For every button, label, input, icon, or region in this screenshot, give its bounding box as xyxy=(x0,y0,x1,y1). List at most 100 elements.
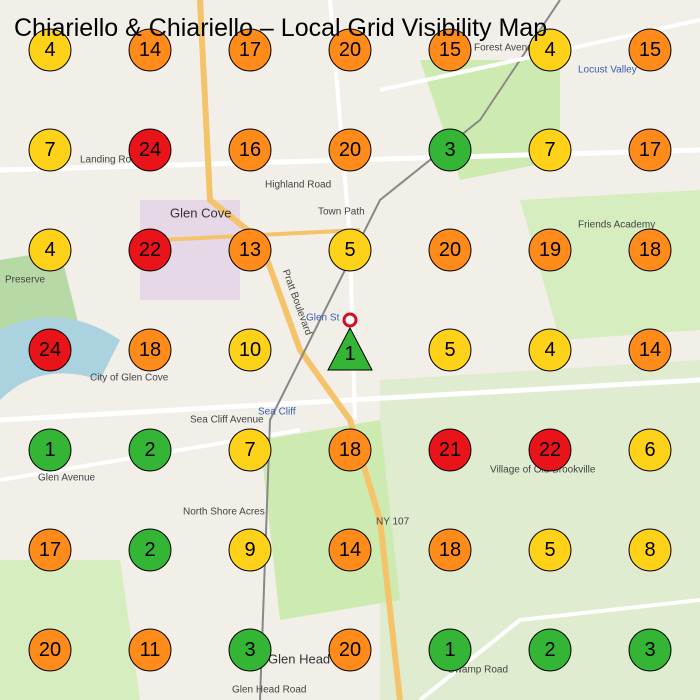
map-label: Landing Road xyxy=(80,155,142,166)
grid-marker xyxy=(228,128,272,172)
grid-value: 19 xyxy=(539,239,561,261)
grid-marker xyxy=(428,628,472,672)
map-label: Forest Avenue xyxy=(474,43,539,54)
grid-marker xyxy=(528,628,572,672)
grid-value: 22 xyxy=(139,239,161,261)
grid-marker xyxy=(628,628,672,672)
grid-value: 2 xyxy=(144,539,155,561)
grid-marker xyxy=(528,28,572,72)
grid-marker xyxy=(628,128,672,172)
grid-value: 20 xyxy=(339,39,361,61)
grid-marker xyxy=(428,528,472,572)
grid-value: 8 xyxy=(644,539,655,561)
grid-value: 14 xyxy=(139,39,161,61)
map-label: Glen Avenue xyxy=(38,473,96,484)
grid-marker xyxy=(228,628,272,672)
map-label: Locust Valley xyxy=(578,65,637,76)
grid-marker xyxy=(628,28,672,72)
grid-value: 22 xyxy=(539,439,561,461)
grid-value: 21 xyxy=(439,439,461,461)
grid-marker xyxy=(28,328,72,372)
grid-value: 20 xyxy=(339,139,361,161)
grid-value: 18 xyxy=(339,439,361,461)
grid-value: 1 xyxy=(444,639,455,661)
grid-marker xyxy=(128,428,172,472)
grid-marker xyxy=(328,28,372,72)
grid-value: 18 xyxy=(639,239,661,261)
grid-value: 4 xyxy=(44,39,55,61)
grid-marker xyxy=(628,528,672,572)
map-label: NY 107 xyxy=(376,517,410,528)
grid-value: 6 xyxy=(644,439,655,461)
map-label: Glen Head xyxy=(268,651,330,666)
grid-marker xyxy=(428,428,472,472)
grid-value: 5 xyxy=(544,539,555,561)
grid-marker xyxy=(228,428,272,472)
grid-value: 13 xyxy=(239,239,261,261)
map-label: Glen Head Road xyxy=(232,685,307,696)
grid-marker xyxy=(328,528,372,572)
grid-marker xyxy=(128,228,172,272)
grid-value: 2 xyxy=(544,639,555,661)
grid-value: 18 xyxy=(139,339,161,361)
map-label: Sea Cliff xyxy=(258,407,296,418)
grid-value: 5 xyxy=(444,339,455,361)
grid-marker xyxy=(328,228,372,272)
grid-marker xyxy=(228,228,272,272)
grid-value: 17 xyxy=(39,539,61,561)
grid-marker xyxy=(28,628,72,672)
grid-marker xyxy=(528,528,572,572)
grid-marker xyxy=(128,528,172,572)
grid-value: 24 xyxy=(39,339,61,361)
grid-marker xyxy=(28,228,72,272)
grid-marker xyxy=(428,128,472,172)
grid-marker xyxy=(528,128,572,172)
grid-marker xyxy=(628,228,672,272)
grid-value: 4 xyxy=(44,239,55,261)
map-label: City of Glen Cove xyxy=(90,373,169,384)
grid-value: 9 xyxy=(244,539,255,561)
grid-value: 16 xyxy=(239,139,261,161)
map-label: Glen St xyxy=(306,313,340,324)
grid-marker xyxy=(28,528,72,572)
grid-marker xyxy=(327,326,373,371)
grid-value: 18 xyxy=(439,539,461,561)
grid-marker xyxy=(528,328,572,372)
map-label: Highland Road xyxy=(265,180,331,191)
grid-marker xyxy=(428,228,472,272)
grid-value: 20 xyxy=(439,239,461,261)
grid-marker xyxy=(328,128,372,172)
grid-marker xyxy=(628,328,672,372)
grid-value: 3 xyxy=(244,639,255,661)
grid-marker xyxy=(528,428,572,472)
grid-value: 3 xyxy=(444,139,455,161)
grid-value: 4 xyxy=(544,39,555,61)
grid-value: 7 xyxy=(544,139,555,161)
grid-marker xyxy=(128,128,172,172)
grid-value: 5 xyxy=(344,239,355,261)
grid-marker xyxy=(628,428,672,472)
grid-value: 3 xyxy=(644,639,655,661)
grid-marker xyxy=(228,28,272,72)
grid-value: 10 xyxy=(239,339,261,361)
grid-marker xyxy=(428,28,472,72)
grid-value: 1 xyxy=(44,439,55,461)
grid-value: 20 xyxy=(339,639,361,661)
grid-value: 11 xyxy=(140,639,161,661)
map-label: Swamp Road xyxy=(448,665,508,676)
grid-marker xyxy=(328,428,372,472)
grid-value: 17 xyxy=(639,139,661,161)
grid-value: 24 xyxy=(139,139,161,161)
grid-value: 15 xyxy=(439,39,461,61)
map-label: Glen Cove xyxy=(170,205,231,220)
grid-value: 14 xyxy=(639,339,661,361)
grid-marker xyxy=(328,628,372,672)
map-label: Preserve xyxy=(5,275,45,286)
grid-value: 20 xyxy=(39,639,61,661)
grid-value: 17 xyxy=(239,39,261,61)
grid-value: 7 xyxy=(244,439,255,461)
grid-marker xyxy=(428,328,472,372)
grid-value: 14 xyxy=(339,539,361,561)
grid-marker xyxy=(28,28,72,72)
